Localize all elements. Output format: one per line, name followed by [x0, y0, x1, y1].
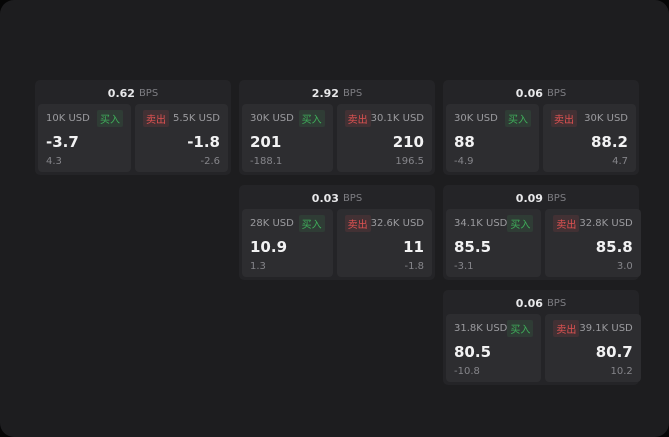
buy-panel[interactable]: 34.1K USD 买入 85.5 -3.1 — [446, 209, 542, 277]
buy-price: -3.7 — [46, 132, 79, 151]
sell-size: 39.1K USD — [579, 323, 633, 334]
spread-value: 0.62 — [107, 87, 135, 100]
spread-unit: BPS — [342, 193, 363, 204]
sell-panel[interactable]: 卖出 30.1K USD 210 196.5 — [336, 104, 432, 172]
spread-unit: BPS — [342, 88, 363, 99]
buy-price: 85.5 — [454, 237, 492, 256]
buy-size: 30K USD — [454, 113, 498, 124]
sell-price: 80.7 — [595, 342, 633, 361]
sell-label: 卖出 — [344, 215, 371, 232]
spread-header: 0.06 BPS — [446, 83, 636, 104]
spread-header: 0.06 BPS — [446, 293, 636, 314]
spread-value: 0.06 — [515, 297, 543, 310]
spread-header: 2.92 BPS — [242, 83, 432, 104]
quote-card: 0.62 BPS 10K USD 买入 -3.7 4.3 卖出 5.5K USD… — [35, 80, 231, 175]
buy-sub-value: 4.3 — [46, 156, 62, 167]
sell-size: 32.6K USD — [370, 218, 424, 229]
buy-sub-value: -3.1 — [454, 261, 474, 272]
buy-label: 买入 — [97, 110, 123, 127]
buy-panel[interactable]: 31.8K USD 买入 80.5 -10.8 — [446, 314, 542, 382]
buy-price: 80.5 — [454, 342, 492, 361]
buy-price: 88 — [454, 132, 475, 151]
buy-label: 买入 — [298, 215, 325, 232]
sell-size: 5.5K USD — [172, 113, 220, 124]
buy-sub-value: -4.9 — [454, 156, 474, 167]
sell-sub-value: -1.8 — [404, 261, 424, 272]
spread-value: 0.03 — [311, 192, 339, 205]
sell-price: 85.8 — [595, 237, 633, 256]
sell-panel[interactable]: 卖出 32.6K USD 11 -1.8 — [336, 209, 432, 277]
quote-card: 0.03 BPS 28K USD 买入 10.9 1.3 卖出 32.6K US… — [239, 185, 435, 280]
sell-sub-value: -2.6 — [200, 156, 220, 167]
sell-size: 30K USD — [584, 113, 628, 124]
sell-size: 30.1K USD — [370, 113, 424, 124]
buy-size: 34.1K USD — [454, 218, 508, 229]
spread-header: 0.09 BPS — [446, 188, 636, 209]
quote-card: 0.06 BPS 31.8K USD 买入 80.5 -10.8 卖出 39.1… — [443, 290, 641, 385]
sell-panel[interactable]: 卖出 30K USD 88.2 4.7 — [543, 104, 636, 172]
buy-label: 买入 — [507, 215, 534, 232]
buy-size: 28K USD — [250, 218, 294, 229]
quote-card: 0.09 BPS 34.1K USD 买入 85.5 -3.1 卖出 32.8K… — [443, 185, 641, 280]
spread-unit: BPS — [546, 193, 567, 204]
buy-sub-value: -10.8 — [454, 366, 480, 377]
buy-size: 30K USD — [250, 113, 294, 124]
sell-price: -1.8 — [187, 132, 220, 151]
sell-label: 卖出 — [551, 110, 577, 127]
buy-sub-value: -188.1 — [250, 156, 283, 167]
buy-sub-value: 1.3 — [250, 261, 266, 272]
spread-value: 2.92 — [311, 87, 339, 100]
buy-panel[interactable]: 28K USD 买入 10.9 1.3 — [242, 209, 333, 277]
buy-price: 10.9 — [250, 237, 288, 256]
buy-size: 10K USD — [46, 113, 90, 124]
sell-panel[interactable]: 卖出 32.8K USD 85.8 3.0 — [545, 209, 641, 277]
spread-value: 0.06 — [515, 87, 543, 100]
sell-price: 88.2 — [590, 132, 628, 151]
spread-value: 0.09 — [515, 192, 543, 205]
sell-sub-value: 4.7 — [612, 156, 628, 167]
spread-unit: BPS — [138, 88, 159, 99]
buy-panel[interactable]: 30K USD 买入 88 -4.9 — [446, 104, 539, 172]
buy-label: 买入 — [507, 320, 534, 337]
quote-card: 0.06 BPS 30K USD 买入 88 -4.9 卖出 30K USD 8… — [443, 80, 639, 175]
sell-panel[interactable]: 卖出 5.5K USD -1.8 -2.6 — [135, 104, 228, 172]
spread-header: 0.62 BPS — [38, 83, 228, 104]
sell-price: 11 — [403, 237, 424, 256]
sell-label: 卖出 — [553, 215, 580, 232]
spread-unit: BPS — [546, 88, 567, 99]
sell-price: 210 — [392, 132, 424, 151]
buy-label: 买入 — [505, 110, 531, 127]
sell-size: 32.8K USD — [579, 218, 633, 229]
buy-panel[interactable]: 10K USD 买入 -3.7 4.3 — [38, 104, 131, 172]
sell-sub-value: 10.2 — [610, 366, 633, 377]
sell-label: 卖出 — [344, 110, 371, 127]
sell-label: 卖出 — [143, 110, 169, 127]
quote-card: 2.92 BPS 30K USD 买入 201 -188.1 卖出 30.1K … — [239, 80, 435, 175]
buy-panel[interactable]: 30K USD 买入 201 -188.1 — [242, 104, 333, 172]
sell-sub-value: 3.0 — [616, 261, 633, 272]
sell-panel[interactable]: 卖出 39.1K USD 80.7 10.2 — [545, 314, 641, 382]
spread-unit: BPS — [546, 298, 567, 309]
sell-label: 卖出 — [553, 320, 580, 337]
buy-price: 201 — [250, 132, 282, 151]
buy-label: 买入 — [298, 110, 325, 127]
buy-size: 31.8K USD — [454, 323, 508, 334]
spread-header: 0.03 BPS — [242, 188, 432, 209]
sell-sub-value: 196.5 — [395, 156, 424, 167]
